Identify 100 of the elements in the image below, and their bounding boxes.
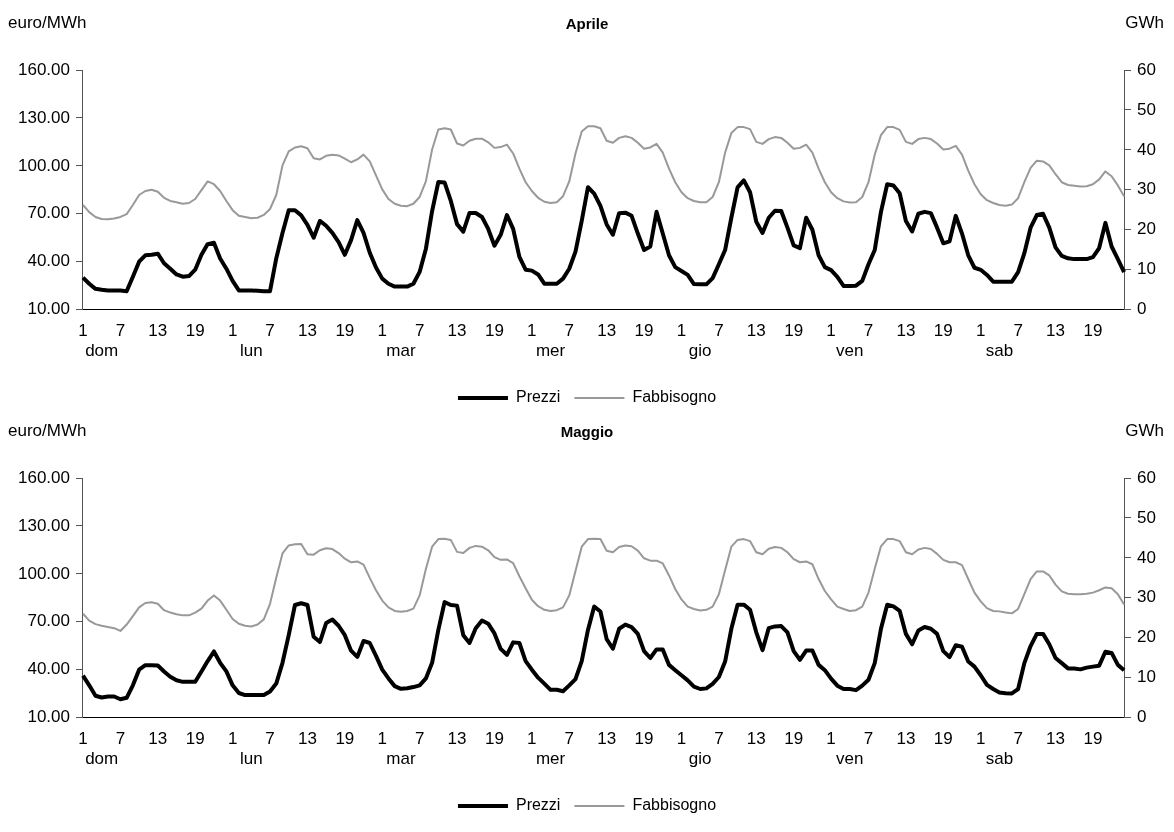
x-tick-label: 7 (863, 729, 874, 749)
x-tick-label: 19 (185, 321, 205, 341)
x-tick-label: 7 (1013, 321, 1023, 341)
text: dom (85, 749, 119, 769)
x-tick-label: 13 (896, 321, 916, 341)
x-tick-label: 13 (1046, 729, 1065, 749)
x-tick-label: 1 (527, 729, 537, 749)
x-tick-label: 13 (1046, 321, 1065, 341)
y2-tick-label: 20 (1137, 627, 1157, 647)
y-tick-label: 130.00 (18, 107, 70, 127)
x-tick-label: 1 (227, 729, 238, 749)
text: gio (688, 341, 712, 361)
y-tick-label: 100.00 (18, 155, 70, 175)
legend-label: Fabbisogno (632, 388, 717, 406)
text: sab (985, 341, 1014, 361)
y2-tick-label: 60 (1137, 467, 1157, 487)
x-tick-label: 1 (78, 321, 88, 341)
x-tick-label: 13 (597, 729, 617, 749)
x-tick-label: 19 (335, 321, 355, 341)
y2-tick-label: 50 (1137, 99, 1157, 119)
text: sab (985, 749, 1014, 769)
x-tick-label: 19 (634, 321, 654, 341)
y2-tick-label: 30 (1137, 179, 1157, 199)
x-tick-label: 19 (1083, 729, 1103, 749)
x-tick-label: 1 (676, 729, 687, 749)
y-tick-label: 10.00 (27, 299, 70, 319)
x-tick-label: 1 (975, 729, 986, 749)
chart-title: Maggio (560, 423, 614, 441)
text: mer (535, 341, 566, 361)
y-tick-label: 40.00 (27, 251, 70, 271)
text: dom (85, 341, 119, 361)
y2-tick-label: 50 (1137, 507, 1157, 527)
y2-tick-label: 0 (1137, 707, 1147, 727)
x-tick-label: 13 (148, 729, 168, 749)
legend-label: Fabbisogno (632, 796, 717, 814)
x-tick-label: 1 (377, 729, 387, 749)
y-axis-title: euro/MWh (8, 420, 87, 440)
y-tick-label: 40.00 (27, 659, 70, 679)
y2-tick-label: 10 (1137, 259, 1157, 279)
y-tick-label: 160.00 (18, 59, 70, 79)
x-tick-label: 7 (115, 729, 126, 749)
x-tick-label: 19 (1083, 321, 1103, 341)
y-tick-label: 70.00 (27, 203, 70, 223)
text: gio (688, 749, 712, 769)
text: ven (836, 341, 864, 361)
x-tick-label: 7 (564, 321, 574, 341)
x-tick-label: 7 (714, 321, 724, 341)
y2-tick-label: 40 (1137, 139, 1157, 159)
text: lun (239, 749, 263, 769)
x-tick-label: 19 (634, 729, 654, 749)
y-tick-label: 100.00 (18, 563, 70, 583)
x-tick-label: 7 (714, 729, 724, 749)
x-tick-label: 1 (527, 321, 537, 341)
x-tick-label: 19 (933, 729, 953, 749)
x-tick-label: 19 (335, 729, 355, 749)
x-tick-label: 7 (414, 321, 425, 341)
text: mar (386, 341, 416, 361)
x-tick-label: 7 (564, 729, 574, 749)
x-tick-label: 1 (227, 321, 238, 341)
y2-tick-label: 30 (1137, 587, 1157, 607)
x-tick-label: 7 (265, 321, 275, 341)
legend-label: Prezzi (515, 388, 561, 406)
x-tick-label: 13 (297, 321, 317, 341)
y-tick-label: 160.00 (18, 467, 70, 487)
x-tick-label: 7 (1013, 729, 1023, 749)
x-tick-label: 1 (826, 729, 836, 749)
text: ven (836, 749, 864, 769)
x-tick-label: 7 (863, 321, 874, 341)
y2-axis-title: GWh (1125, 12, 1164, 32)
x-tick-label: 19 (484, 321, 504, 341)
x-tick-label: 19 (784, 729, 804, 749)
y-axis-title: euro/MWh (8, 12, 87, 32)
text: lun (239, 341, 263, 361)
y-tick-label: 10.00 (27, 707, 70, 727)
x-tick-label: 7 (265, 729, 275, 749)
text: mar (386, 749, 416, 769)
y2-tick-label: 40 (1137, 547, 1157, 567)
x-tick-label: 13 (447, 321, 467, 341)
x-tick-label: 19 (784, 321, 804, 341)
x-tick-label: 13 (297, 729, 317, 749)
x-tick-label: 1 (377, 321, 387, 341)
y-tick-label: 130.00 (18, 515, 70, 535)
x-tick-label: 1 (826, 321, 836, 341)
x-tick-label: 1 (676, 321, 687, 341)
x-tick-label: 13 (746, 321, 766, 341)
legend-label: Prezzi (515, 796, 561, 814)
y2-tick-label: 0 (1137, 299, 1147, 319)
x-tick-label: 13 (746, 729, 766, 749)
y2-axis-title: GWh (1125, 420, 1164, 440)
text: mer (535, 749, 566, 769)
x-tick-label: 13 (896, 729, 916, 749)
y2-tick-label: 10 (1137, 667, 1157, 687)
x-tick-label: 7 (115, 321, 126, 341)
x-tick-label: 19 (933, 321, 953, 341)
x-tick-label: 13 (447, 729, 467, 749)
chart-title: Aprile (565, 15, 609, 33)
y2-tick-label: 20 (1137, 219, 1157, 239)
y2-tick-label: 60 (1137, 59, 1157, 79)
x-tick-label: 19 (185, 729, 205, 749)
x-tick-label: 13 (597, 321, 617, 341)
